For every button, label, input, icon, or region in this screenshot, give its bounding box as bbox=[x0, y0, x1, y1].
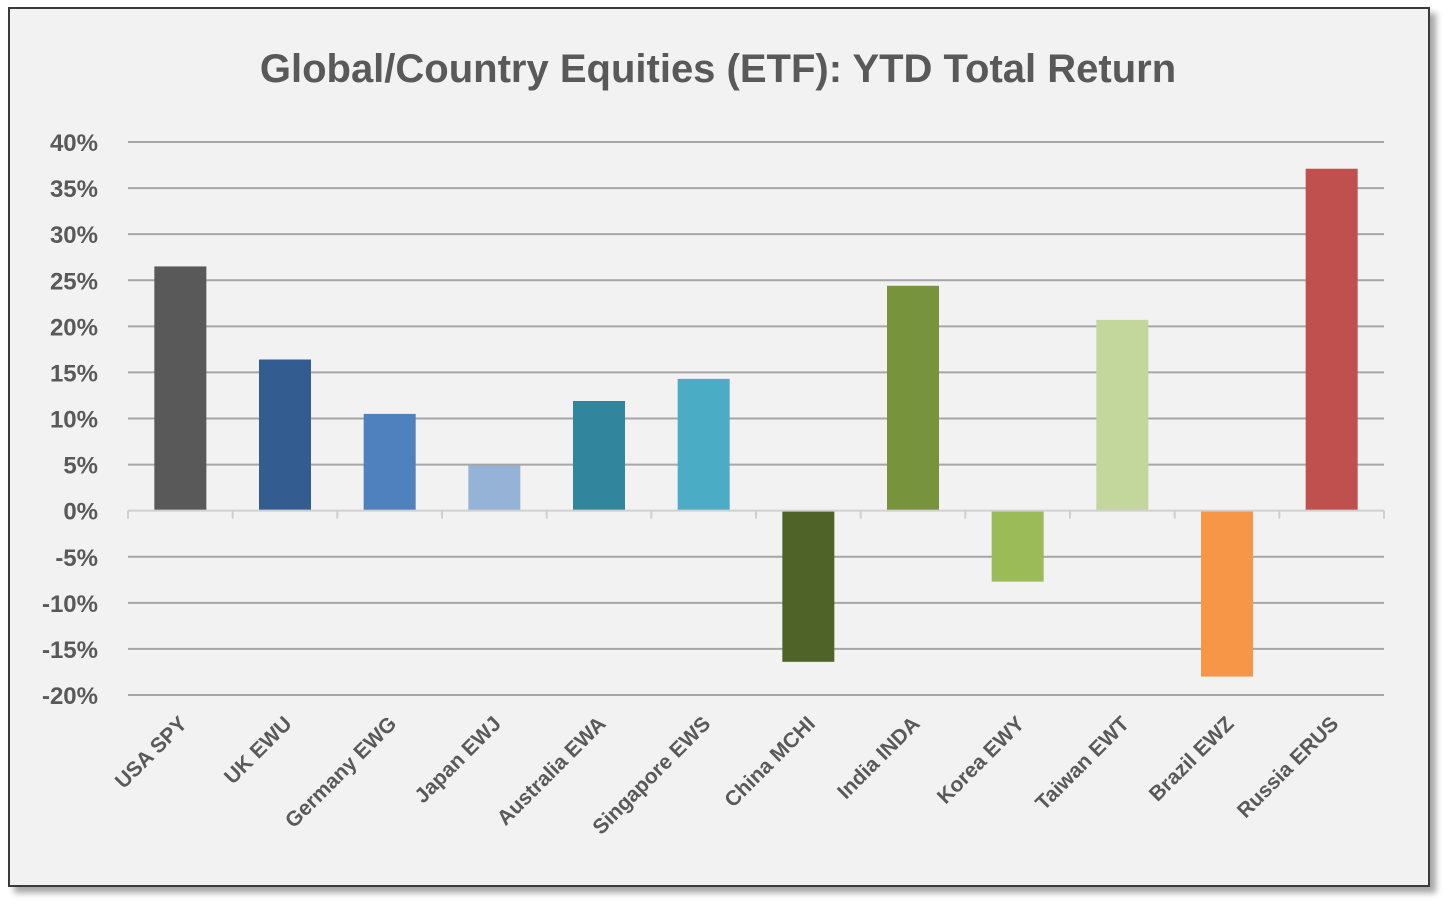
y-tick-label: 10% bbox=[50, 407, 98, 434]
y-tick-label: 5% bbox=[63, 453, 98, 480]
y-tick-label: -20% bbox=[42, 683, 98, 710]
bar bbox=[468, 465, 521, 511]
x-tick-label: Japan EWJ bbox=[410, 712, 505, 807]
y-tick-label: 20% bbox=[50, 314, 98, 341]
bar bbox=[259, 359, 311, 511]
chart-frame: Global/Country Equities (ETF): YTD Total… bbox=[8, 7, 1430, 887]
y-tick-label: -5% bbox=[55, 545, 98, 572]
bar bbox=[1201, 510, 1253, 677]
bar bbox=[573, 400, 625, 511]
x-tick-label: Australia EWA bbox=[493, 712, 611, 830]
grid-lines bbox=[128, 141, 1384, 696]
y-tick-label: -10% bbox=[42, 591, 98, 618]
bar-chart: Global/Country Equities (ETF): YTD Total… bbox=[42, 47, 1385, 839]
bar bbox=[363, 413, 416, 511]
y-tick-label: 0% bbox=[63, 499, 98, 526]
y-tick-label: -15% bbox=[42, 637, 98, 664]
y-tick-label: 30% bbox=[50, 222, 98, 249]
bar bbox=[991, 510, 1044, 582]
x-tick-label: UK EWU bbox=[220, 712, 296, 788]
y-axis-tick-labels: 40% 35% 30% 25% 20% 15% 10% 5% 0% -5% -10% -15% -20% bbox=[42, 130, 98, 710]
x-tick-label: Taiwan EWT bbox=[1031, 712, 1134, 815]
x-tick-label: USA SPY bbox=[111, 712, 192, 793]
bars bbox=[154, 168, 1358, 677]
bar bbox=[677, 378, 730, 511]
bar bbox=[782, 510, 835, 662]
y-tick-label: 35% bbox=[50, 176, 98, 203]
bar bbox=[154, 266, 207, 511]
bar bbox=[1096, 319, 1149, 511]
x-tick-label: Russia ERUS bbox=[1233, 712, 1343, 822]
x-tick-label: Germany EWG bbox=[281, 712, 401, 832]
chart-title: Global/Country Equities (ETF): YTD Total… bbox=[260, 47, 1176, 91]
x-tick-label: Brazil EWZ bbox=[1145, 712, 1239, 806]
bar bbox=[1305, 168, 1358, 511]
y-tick-label: 25% bbox=[50, 268, 98, 295]
x-tick-label: China MCHI bbox=[720, 712, 820, 812]
y-tick-label: 15% bbox=[50, 360, 98, 387]
x-tick-label: India INDA bbox=[833, 712, 924, 803]
x-axis bbox=[127, 509, 1385, 519]
x-tick-label: Korea EWY bbox=[933, 712, 1029, 808]
bar bbox=[887, 285, 939, 511]
y-tick-label: 40% bbox=[50, 130, 98, 157]
